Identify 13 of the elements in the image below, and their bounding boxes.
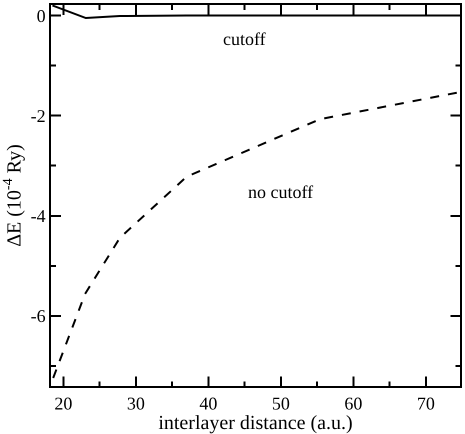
y-tick-label: 0 — [36, 6, 46, 26]
annotation: cutoff — [223, 29, 266, 49]
x-axis-title: interlayer distance (a.u.) — [158, 412, 353, 434]
x-tick-label: 30 — [126, 393, 145, 414]
annotation: no cutoff — [248, 182, 314, 202]
x-tick-label: 40 — [199, 393, 218, 414]
x-tick-label: 20 — [54, 393, 72, 414]
y-tick-label: -4 — [30, 206, 46, 226]
x-tick-label: 70 — [416, 393, 435, 414]
y-tick-label: -2 — [30, 106, 46, 126]
x-tick-label: 60 — [344, 393, 362, 414]
y-tick-label: -6 — [30, 306, 46, 326]
x-tick-label: 50 — [272, 393, 290, 414]
